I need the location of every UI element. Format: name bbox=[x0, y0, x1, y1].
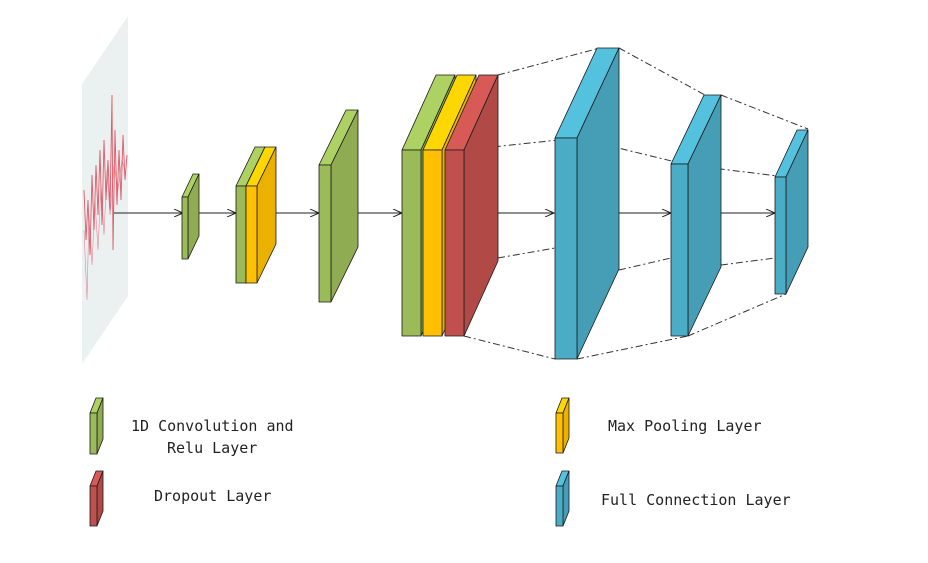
fc-layer-1 bbox=[554, 47, 620, 360]
legend-conv-label-line1: 1D Convolution and bbox=[131, 417, 294, 435]
pool-layer-2 bbox=[245, 146, 277, 284]
connection-line bbox=[618, 47, 706, 96]
legend-conv-icon-front bbox=[89, 412, 98, 455]
legend-fc-label: Full Connection Layer bbox=[601, 491, 791, 509]
legend: 1D Convolution and Relu Layer Dropout La… bbox=[89, 397, 791, 527]
conv-layer-3-front bbox=[318, 164, 332, 303]
legend-dropout-label: Dropout Layer bbox=[154, 487, 271, 505]
legend-conv-icon bbox=[89, 397, 104, 455]
legend-icons bbox=[89, 397, 570, 527]
conv-layer-2-front bbox=[235, 185, 247, 284]
legend-dropout-icon bbox=[89, 470, 104, 527]
conv-layer-4-front bbox=[401, 149, 422, 337]
connection-line bbox=[463, 335, 556, 360]
legend-fc-icon-front bbox=[555, 485, 564, 527]
dropout-layer-4-front bbox=[444, 149, 465, 337]
legend-fc-icon bbox=[555, 470, 570, 527]
connection-line bbox=[576, 335, 689, 360]
legend-dropout-icon-front bbox=[89, 485, 98, 527]
fc-connection-lines bbox=[463, 47, 809, 360]
input-signal-panel bbox=[82, 16, 128, 364]
fc-layer-2-front bbox=[670, 163, 689, 337]
input-panel-plane bbox=[82, 16, 128, 364]
legend-conv-label-line2: Relu Layer bbox=[167, 439, 257, 457]
signal-waveform bbox=[83, 94, 128, 256]
pool-layer-2-front bbox=[245, 185, 258, 284]
fc-layer-3-front bbox=[774, 176, 787, 295]
layer-boxes bbox=[181, 47, 809, 360]
fc-layer-3 bbox=[774, 129, 809, 295]
connection-line bbox=[720, 257, 776, 266]
connection-line bbox=[618, 257, 672, 271]
conv-layer-1-front bbox=[181, 196, 189, 260]
fc-layer-1-front bbox=[554, 137, 578, 360]
legend-pool-icon bbox=[555, 397, 570, 454]
connection-line bbox=[497, 247, 556, 259]
fc-layer-2 bbox=[670, 94, 722, 337]
conv-layer-3 bbox=[318, 109, 359, 303]
dropout-layer-4 bbox=[444, 74, 499, 337]
pool-layer-4-front bbox=[422, 149, 443, 337]
connection-line bbox=[497, 47, 601, 76]
connection-line bbox=[687, 293, 787, 337]
legend-pool-label: Max Pooling Layer bbox=[608, 417, 762, 435]
legend-pool-icon-front bbox=[555, 412, 564, 454]
conv-layer-1 bbox=[181, 173, 200, 260]
signal-waveform-secondary bbox=[83, 159, 127, 301]
connection-line bbox=[720, 94, 809, 130]
